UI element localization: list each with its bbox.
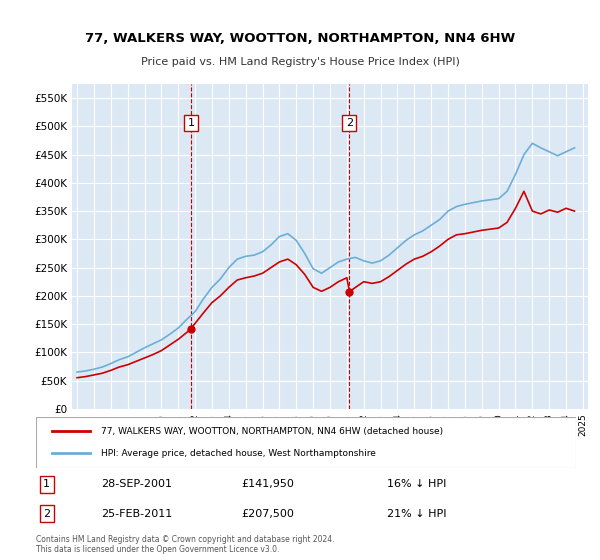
Text: 1: 1 [43, 479, 50, 489]
Text: Contains HM Land Registry data © Crown copyright and database right 2024.
This d: Contains HM Land Registry data © Crown c… [36, 535, 335, 554]
Text: 77, WALKERS WAY, WOOTTON, NORTHAMPTON, NN4 6HW (detached house): 77, WALKERS WAY, WOOTTON, NORTHAMPTON, N… [101, 427, 443, 436]
Text: Price paid vs. HM Land Registry's House Price Index (HPI): Price paid vs. HM Land Registry's House … [140, 57, 460, 67]
Text: 77, WALKERS WAY, WOOTTON, NORTHAMPTON, NN4 6HW: 77, WALKERS WAY, WOOTTON, NORTHAMPTON, N… [85, 32, 515, 45]
Text: 16% ↓ HPI: 16% ↓ HPI [387, 479, 446, 489]
FancyBboxPatch shape [36, 417, 576, 468]
Text: 1: 1 [187, 118, 194, 128]
Text: 28-SEP-2001: 28-SEP-2001 [101, 479, 172, 489]
Text: 2: 2 [346, 118, 353, 128]
Text: £141,950: £141,950 [241, 479, 294, 489]
Text: £207,500: £207,500 [241, 508, 294, 519]
Text: 2: 2 [43, 508, 50, 519]
Text: 21% ↓ HPI: 21% ↓ HPI [387, 508, 446, 519]
Text: 25-FEB-2011: 25-FEB-2011 [101, 508, 172, 519]
Text: HPI: Average price, detached house, West Northamptonshire: HPI: Average price, detached house, West… [101, 449, 376, 458]
